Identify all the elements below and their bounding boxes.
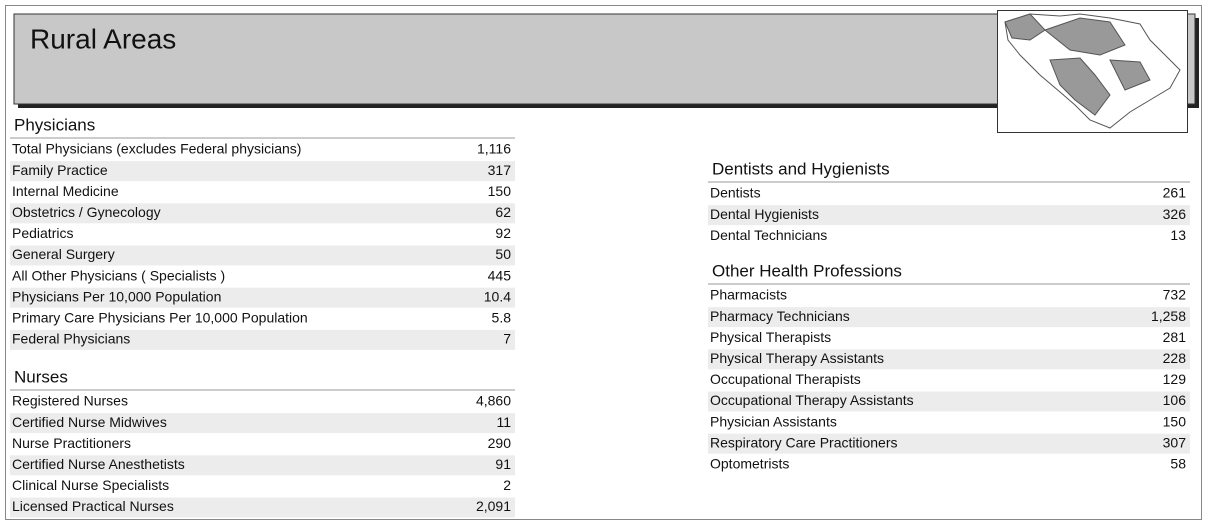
row-shade [10,329,515,350]
row-value: 281 [1163,329,1187,345]
row-label: Registered Nurses [12,393,128,409]
row-label: Certified Nurse Midwives [12,414,167,430]
row-value: 129 [1163,371,1187,387]
row-value: 732 [1163,287,1187,303]
section-title: Physicians [14,115,95,134]
row-label: Pharmacy Technicians [710,308,850,324]
row-value: 91 [495,456,511,472]
header-title: Rural Areas [30,23,176,54]
row-label: Optometrists [710,456,789,472]
row-shade [10,413,515,434]
row-value: 106 [1163,392,1187,408]
row-value: 5.8 [492,310,512,326]
row-label: Respiratory Care Practitioners [710,434,898,450]
row-label: Physical Therapy Assistants [710,350,884,366]
row-value: 62 [495,204,511,220]
row-label: Occupational Therapists [710,371,861,387]
row-shade [10,203,515,224]
row-label: Dental Hygienists [710,206,819,222]
row-shade [708,433,1190,454]
row-value: 11 [496,414,511,430]
row-value: 290 [488,435,512,451]
row-label: All Other Physicians ( Specialists ) [12,267,225,283]
row-shade [708,349,1190,370]
map [997,10,1188,133]
row-label: Nurse Practitioners [12,435,131,451]
row-value: 2,091 [476,498,511,514]
row-value: 13 [1170,227,1186,243]
row-label: Dental Technicians [710,227,827,243]
row-label: Primary Care Physicians Per 10,000 Popul… [12,310,308,326]
row-value: 150 [1163,413,1187,429]
section-title: Nurses [14,367,68,386]
row-shade [10,245,515,266]
row-shade [10,287,515,308]
row-label: Physical Therapists [710,329,831,345]
row-value: 58 [1170,456,1186,472]
row-value: 317 [488,162,512,178]
section-title: Dentists and Hygienists [712,159,890,178]
row-label: Physicians Per 10,000 Population [12,288,221,304]
row-value: 228 [1163,350,1187,366]
row-value: 445 [488,267,512,283]
row-label: Dentists [710,185,761,201]
row-value: 10.4 [484,288,511,304]
row-shade [708,205,1190,226]
row-value: 4,860 [476,393,511,409]
row-shade [10,161,515,182]
row-label: Physician Assistants [710,413,837,429]
section-title: Other Health Professions [712,261,902,280]
row-shade [708,391,1190,412]
row-label: Licensed Practical Nurses [12,498,174,514]
row-label: Certified Nurse Anesthetists [12,456,185,472]
row-label: Occupational Therapy Assistants [710,392,914,408]
row-label: Internal Medicine [12,183,119,199]
row-shade [10,455,515,476]
row-value: 261 [1163,185,1187,201]
row-shade [10,497,515,518]
row-value: 50 [495,246,511,262]
row-label: Pediatrics [12,225,73,241]
row-value: 2 [503,477,511,493]
row-shade [708,307,1190,328]
row-value: 1,258 [1151,308,1186,324]
row-label: Federal Physicians [12,331,130,347]
row-value: 1,116 [477,141,511,157]
row-value: 7 [503,331,511,347]
row-label: Obstetrics / Gynecology [12,204,161,220]
row-label: Family Practice [12,162,108,178]
row-label: Total Physicians (excludes Federal physi… [12,141,301,157]
row-value: 150 [488,183,512,199]
row-label: Pharmacists [710,287,787,303]
row-value: 326 [1163,206,1187,222]
row-value: 92 [495,225,511,241]
row-value: 307 [1163,434,1187,450]
row-label: General Surgery [12,246,115,262]
row-label: Clinical Nurse Specialists [12,477,169,493]
